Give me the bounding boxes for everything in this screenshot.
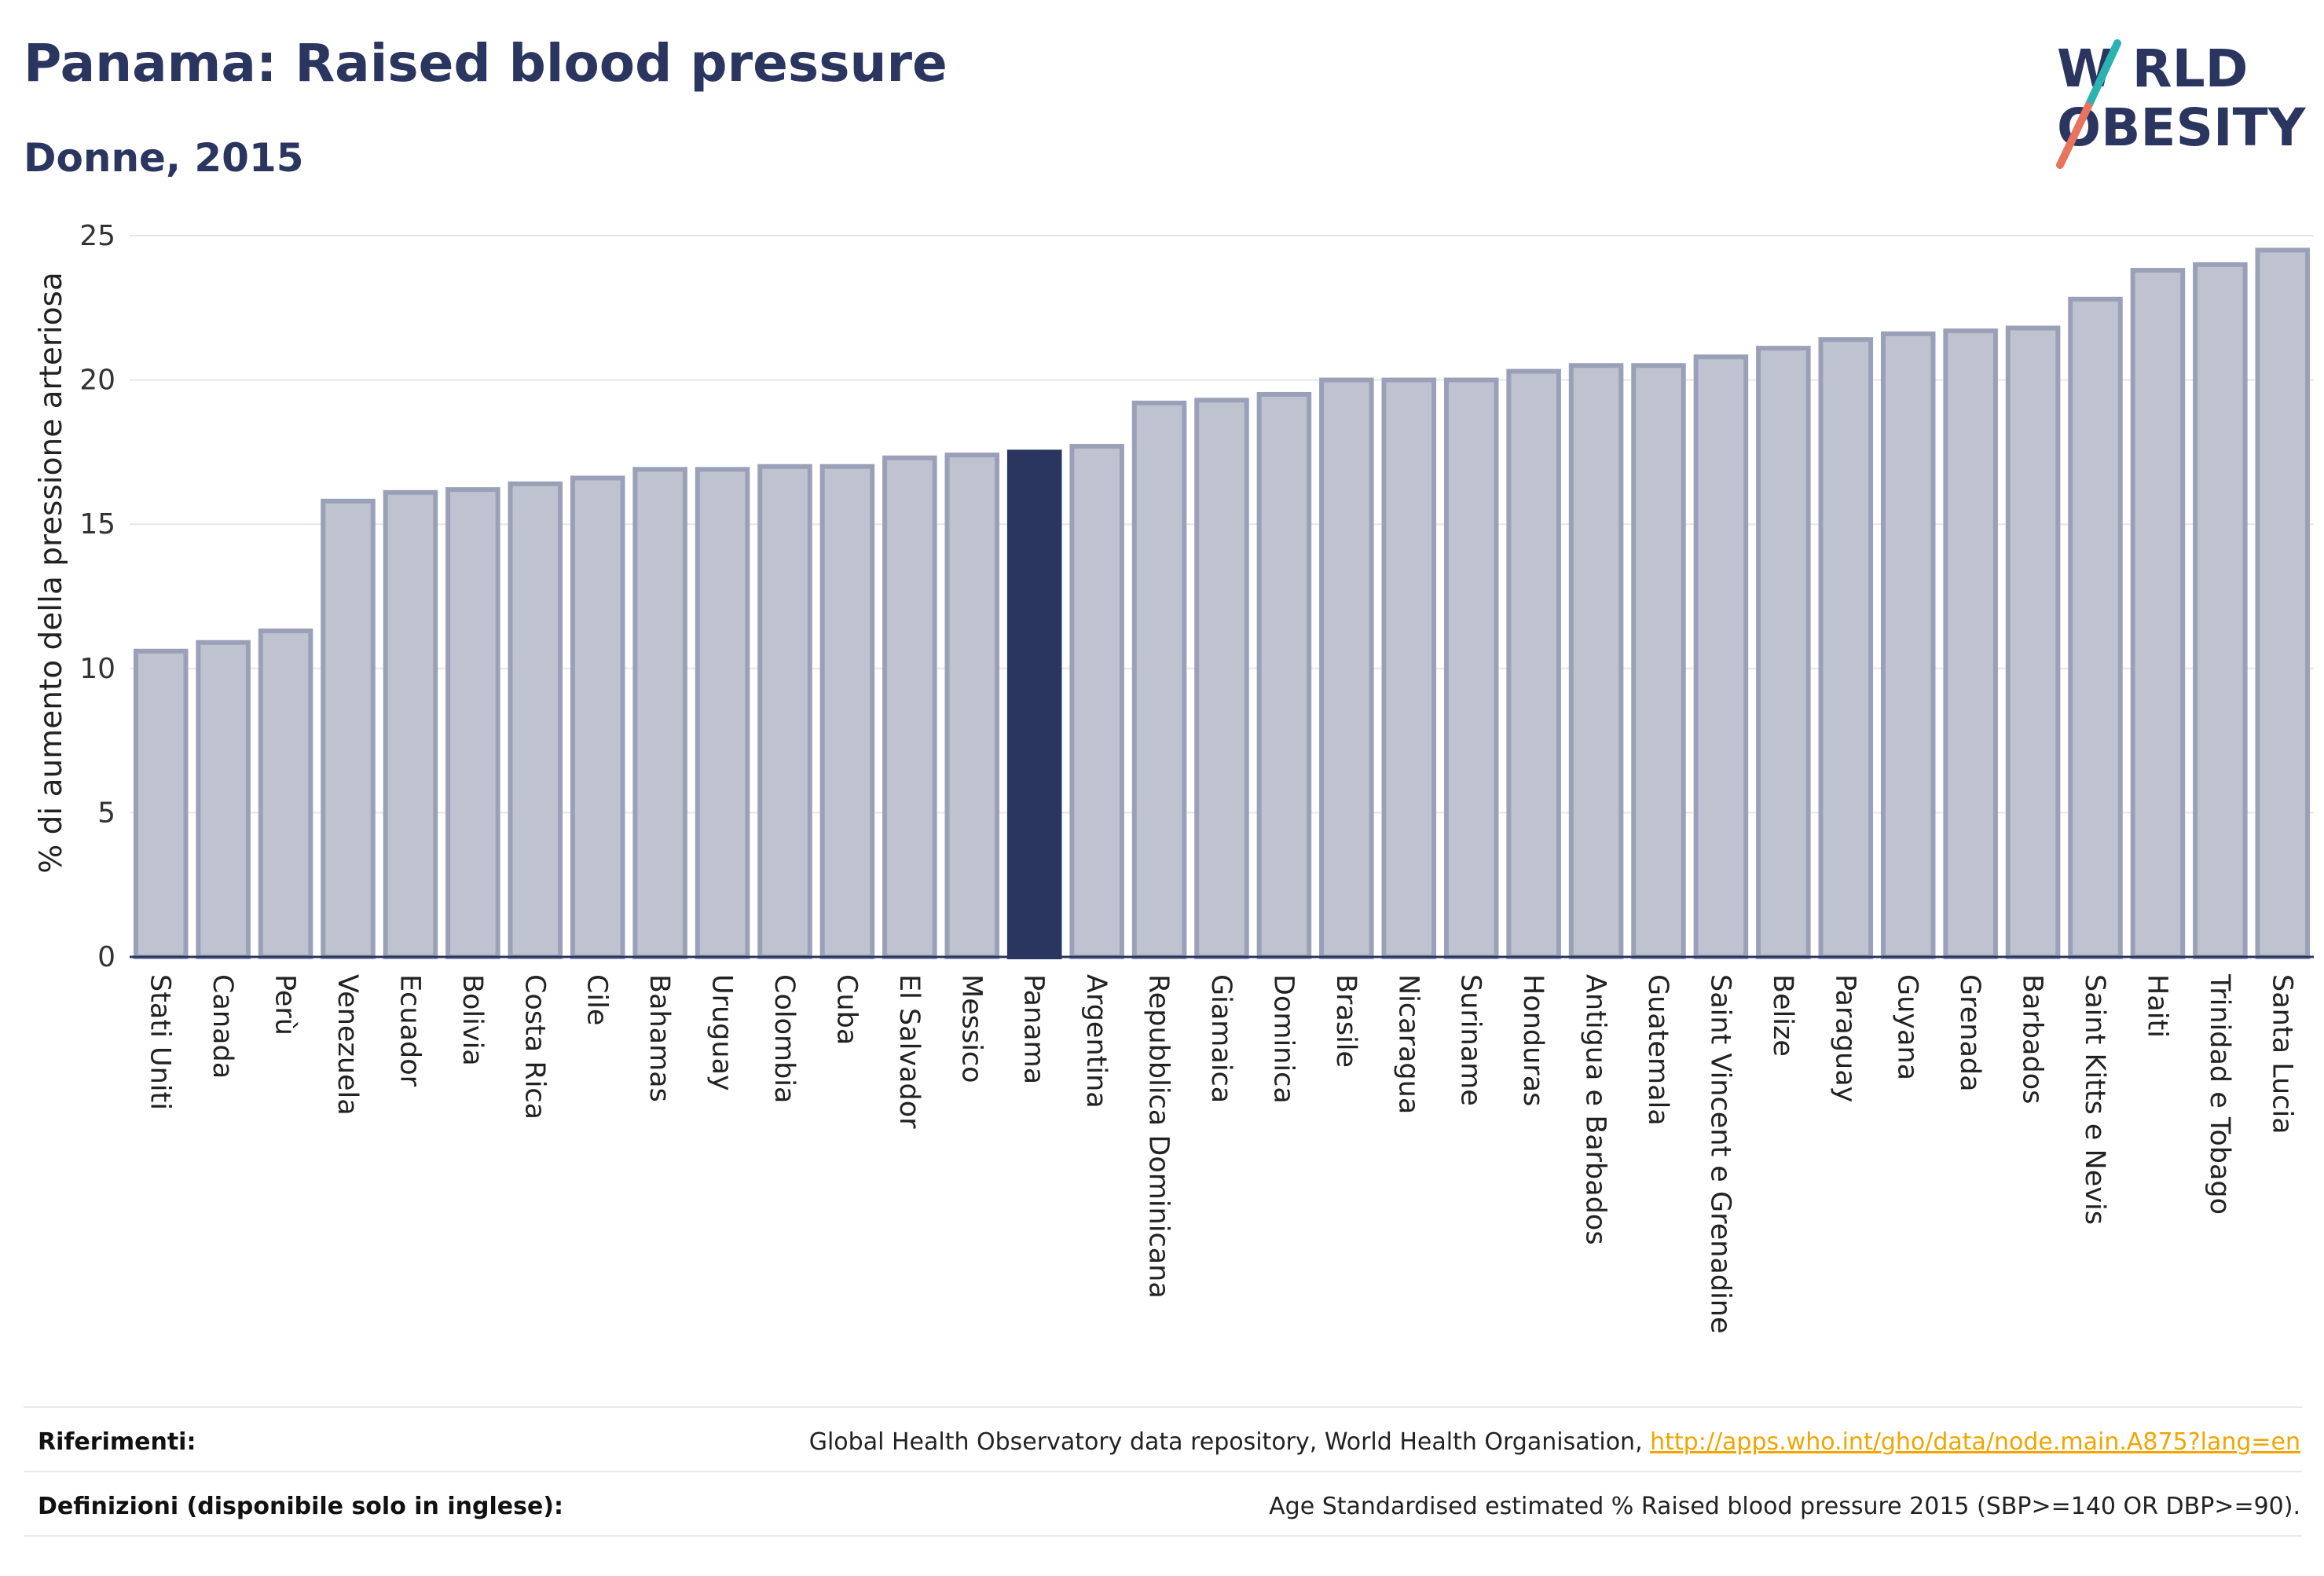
- bar-nicaragua: [1381, 377, 1437, 960]
- x-tick-label: Saint Kitts e Nevis: [2079, 974, 2110, 1225]
- x-tick-label: Antigua e Barbados: [1580, 974, 1611, 1245]
- bar-barbados: [2005, 325, 2061, 959]
- bar-trinidad-e-tobago: [2193, 262, 2248, 960]
- y-tick-label: 25: [79, 220, 115, 252]
- y-tick-label: 5: [97, 797, 115, 829]
- x-tick-label: Perù: [269, 974, 301, 1035]
- bar-canada: [196, 640, 251, 959]
- x-tick-label: Cuba: [830, 974, 862, 1045]
- x-tick-label: Belize: [1767, 974, 1798, 1057]
- x-tick-label: Messico: [955, 974, 987, 1083]
- x-tick-label: Honduras: [1517, 974, 1549, 1106]
- bar-belize: [1756, 346, 1811, 959]
- x-tick-label: Dominica: [1267, 974, 1299, 1104]
- world-obesity-logo: W RLD OBESITY: [2056, 38, 2307, 169]
- bar-honduras: [1506, 368, 1561, 960]
- logo-slash-coral: [2056, 102, 2092, 169]
- x-tick-label: Guatemala: [1642, 974, 1673, 1126]
- bar-ecuador: [383, 489, 438, 959]
- x-tick-label: Grenada: [1954, 974, 1985, 1092]
- x-tick-label: Repubblica Dominicana: [1143, 974, 1175, 1299]
- bar-grenada: [1943, 328, 1998, 959]
- bar-saint-vincent-e-grenadine: [1693, 354, 1749, 959]
- references-label: Riferimenti:: [38, 1428, 196, 1456]
- x-tick-label: Argentina: [1080, 974, 1112, 1109]
- x-tick-label: Venezuela: [332, 974, 363, 1116]
- x-tick-label: Cile: [581, 974, 613, 1025]
- bar-brasile: [1319, 377, 1374, 960]
- x-tick-label: Nicaragua: [1392, 974, 1424, 1114]
- bar-stati-uniti: [133, 648, 189, 959]
- bar-giamaica: [1194, 398, 1249, 959]
- bar-bolivia: [445, 487, 500, 959]
- definitions-label: Definizioni (disponibile solo in inglese…: [38, 1493, 563, 1520]
- y-tick-label: 10: [79, 653, 115, 685]
- x-tick-label: Bahamas: [643, 974, 675, 1102]
- x-tick-label: Giamaica: [1205, 974, 1237, 1103]
- logo-slash-teal: [2084, 39, 2121, 110]
- bar-antigua-e-barbados: [1568, 363, 1624, 959]
- x-tick-label: Colombia: [768, 974, 800, 1103]
- bar-uruguay: [695, 467, 750, 959]
- chart-title: Panama: Raised blood pressure: [24, 33, 948, 93]
- footer-divider-middle: [24, 1471, 2302, 1472]
- y-tick-label: 15: [79, 508, 115, 541]
- x-tick-label: Uruguay: [706, 974, 738, 1091]
- bars-layer: [130, 247, 2314, 960]
- y-axis-ticks: 0 5 10 15 20 25: [79, 220, 115, 973]
- x-tick-label: Stati Uniti: [145, 974, 176, 1110]
- bar-guyana: [1880, 331, 1936, 959]
- bar-dominica: [1256, 391, 1312, 959]
- references-value: Global Health Observatory data repositor…: [809, 1428, 2300, 1456]
- logo-line1: W RLD: [2057, 38, 2248, 99]
- bar-chart: 0 5 10 15 20 25 Stati Uniti Canada Perù Venezuel…: [34, 220, 2314, 1334]
- footer-divider-bottom: [24, 1535, 2302, 1537]
- bar-costa-rica: [508, 481, 563, 959]
- bar-haiti: [2130, 268, 2186, 959]
- definitions-value: Age Standardised estimated % Raised bloo…: [1269, 1493, 2300, 1520]
- bar-argentina: [1069, 444, 1124, 959]
- bar-messico: [944, 453, 1000, 959]
- bar-saint-kitts-e-nevis: [2068, 296, 2123, 959]
- bar-paraguay: [1818, 337, 1874, 959]
- x-tick-label: Saint Vincent e Grenadine: [1704, 974, 1736, 1334]
- bar-repubblica-dominicana: [1131, 400, 1187, 959]
- y-tick-label: 0: [97, 941, 115, 973]
- x-tick-label: Panama: [1018, 974, 1050, 1084]
- x-axis-ticks: Stati Uniti Canada Perù Venezuela Ecuador Bol…: [145, 973, 2298, 1334]
- y-axis-label: % di aumento della pressione arteriosa: [34, 272, 69, 874]
- x-tick-label: Canada: [207, 974, 238, 1079]
- bar-venezuela: [321, 498, 376, 959]
- x-tick-label: Barbados: [2017, 974, 2048, 1104]
- bar-colombia: [757, 464, 812, 959]
- x-tick-label: Haiti: [2141, 974, 2172, 1038]
- bar-cile: [570, 475, 625, 959]
- footer-divider-top: [24, 1406, 2302, 1408]
- references-link[interactable]: http://apps.who.int/gho/data/node.main.A…: [1650, 1428, 2300, 1456]
- x-tick-label: El Salvador: [893, 974, 925, 1129]
- x-tick-label: Paraguay: [1829, 974, 1860, 1102]
- y-tick-label: 20: [79, 365, 115, 397]
- x-tick-label: Brasile: [1330, 974, 1362, 1068]
- bar-panama: [1006, 449, 1062, 959]
- chart-subtitle: Donne, 2015: [24, 135, 304, 181]
- x-tick-label: Costa Rica: [519, 974, 550, 1120]
- bar-cuba: [819, 464, 875, 959]
- references-text: Global Health Observatory data repositor…: [808, 1428, 1651, 1456]
- logo-line2: OBESITY: [2057, 97, 2307, 158]
- x-tick-label: Suriname: [1455, 974, 1486, 1106]
- x-tick-label: Trinidad e Tobago: [2204, 973, 2235, 1215]
- x-tick-label: Guyana: [1892, 974, 1923, 1080]
- bar-bahamas: [632, 467, 687, 959]
- bar-santa-lucia: [2255, 247, 2311, 959]
- bar-el-salvador: [882, 455, 937, 959]
- x-tick-label: Ecuador: [394, 974, 425, 1087]
- x-tick-label: Santa Lucia: [2266, 974, 2297, 1134]
- bar-suriname: [1443, 377, 1499, 960]
- x-tick-label: Bolivia: [456, 974, 488, 1066]
- bar-per-: [258, 629, 313, 960]
- bar-guatemala: [1631, 363, 1686, 959]
